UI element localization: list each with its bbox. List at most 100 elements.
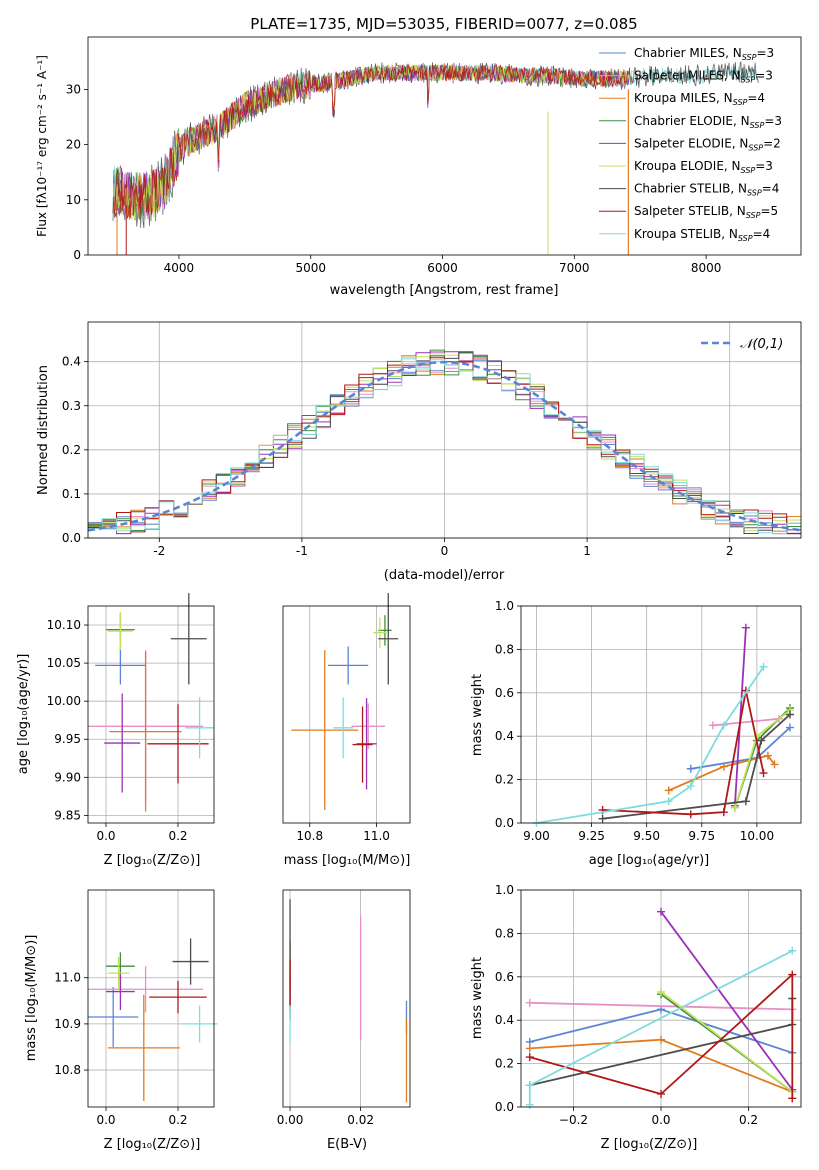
x-tick-label: 10.00 (740, 829, 774, 843)
y-tick-label: 0.2 (62, 443, 81, 457)
mass-vs-ebv-xlabel: E(B-V) (327, 1137, 367, 1152)
axes-frame (520, 605, 802, 824)
x-tick-label: 4000 (164, 261, 195, 275)
weight-line (529, 1001, 793, 1011)
weight-marker (788, 970, 797, 979)
weight-vs-age-ylabel: mass weight (470, 674, 485, 756)
x-tick-label: 0.0 (96, 829, 115, 843)
x-tick-label: 9.75 (688, 829, 715, 843)
x-tick-label: 0.02 (347, 1113, 374, 1127)
weight-marker (741, 623, 750, 632)
x-tick-label: 0.00 (277, 1113, 304, 1127)
axes-frame (87, 321, 802, 539)
y-tick-label: 10.00 (47, 694, 81, 708)
spectrum-xlabel: wavelength [Angstrom, rest frame] (330, 283, 559, 298)
y-tick-label: 10.8 (54, 1063, 81, 1077)
residual-ylabel: Normed distribution (36, 365, 51, 495)
age-vs-z-ylabel: age [log₁₀(age/yr)] (16, 654, 31, 775)
age-vs-z-panel: Z [log₁₀(Z/Z⊙)] age [log₁₀(age/yr)] 0.0 0… (16, 593, 215, 868)
legend-entry: Kroupa MILES, NSSP=4 (634, 91, 765, 107)
legend-entry: Salpeter ELODIE, NSSP=2 (634, 136, 781, 152)
y-tick-label: 9.85 (54, 808, 81, 822)
weight-marker (657, 987, 665, 996)
weight-line (660, 911, 794, 1091)
x-tick-label: 0.0 (96, 1113, 115, 1127)
x-tick-label: 6000 (427, 261, 458, 275)
residual-panel: (data-model)/error Normed distribution -… (36, 321, 802, 583)
y-tick-label: 0.6 (495, 970, 514, 984)
y-tick-label: 0.1 (62, 487, 81, 501)
axes-frame (282, 605, 411, 824)
mass-vs-z-panel: Z [log₁₀(Z/Z⊙)] mass [log₁₀(M/M⊙)] 0.0 0.… (24, 889, 218, 1152)
x-tick-label: 0.2 (168, 1113, 187, 1127)
axes-frame (87, 889, 215, 1108)
x-tick-label: 5000 (295, 261, 326, 275)
y-tick-label: 1.0 (495, 599, 514, 613)
x-tick-label: 9.25 (578, 829, 605, 843)
weight-marker (785, 710, 794, 719)
weight-marker (525, 998, 534, 1007)
weight-marker (525, 1081, 534, 1090)
weight-vs-z-panel: Z [log₁₀(Z/Z⊙)] mass weight −0.2 0.0 0.2 0.… (470, 883, 802, 1152)
weight-marker (788, 1094, 797, 1103)
weight-marker (686, 810, 695, 819)
y-tick-label: 0.2 (495, 1057, 514, 1071)
x-tick-label: 0.2 (168, 829, 187, 843)
weight-marker (719, 762, 728, 771)
legend-entry: Kroupa STELIB, NSSP=4 (634, 227, 770, 243)
y-tick-label: 0.6 (495, 686, 514, 700)
weight-marker (657, 1089, 665, 1098)
normal-curve (87, 360, 802, 532)
x-tick-label: 1 (583, 544, 591, 558)
mass-vs-z-ylabel: mass [log₁₀(M/M⊙)] (24, 935, 39, 1062)
weight-marker (785, 723, 794, 732)
y-tick-label: 9.95 (54, 732, 81, 746)
weight-marker (719, 721, 728, 730)
residual-xlabel: (data-model)/error (384, 568, 505, 583)
x-tick-label: 10.8 (296, 829, 323, 843)
weight-marker (686, 782, 695, 791)
y-tick-label: 0.3 (62, 399, 81, 413)
y-tick-label: 0.2 (495, 773, 514, 787)
y-tick-label: 10.05 (47, 656, 81, 670)
histogram-series (88, 351, 801, 535)
spectrum-line (112, 63, 630, 220)
y-tick-label: 0.8 (495, 926, 514, 940)
mass-vs-z-xlabel: Z [log₁₀(Z/Z⊙)] (104, 1137, 201, 1152)
x-tick-label: 2 (726, 544, 734, 558)
y-tick-label: 20 (66, 138, 81, 152)
legend-entry: Salpeter MILES, NSSP=3 (634, 69, 773, 85)
spectrum-line (112, 64, 630, 221)
weight-marker (598, 814, 607, 823)
age-vs-mass-xlabel: mass [log₁₀(M/M⊙)] (284, 853, 411, 868)
legend-entry: Chabrier MILES, NSSP=3 (634, 46, 774, 62)
weight-marker (770, 760, 779, 769)
y-tick-label: 0.0 (495, 1100, 514, 1114)
x-tick-label: −0.2 (559, 1113, 588, 1127)
weight-line (529, 972, 794, 1099)
legend-entry: Chabrier ELODIE, NSSP=3 (634, 114, 782, 130)
x-tick-label: 9.50 (633, 829, 660, 843)
y-tick-label: 0.0 (62, 531, 81, 545)
histogram-series (88, 353, 801, 532)
axes-frame (87, 605, 215, 824)
spectrum-title: PLATE=1735, MJD=53035, FIBERID=0077, z=0… (250, 15, 637, 33)
x-tick-label: 8000 (691, 261, 722, 275)
y-tick-label: 10.9 (54, 1017, 81, 1031)
weight-vs-z-ylabel: mass weight (470, 957, 485, 1039)
x-tick-label: 0.2 (739, 1113, 758, 1127)
age-vs-mass-panel: mass [log₁₀(M/M⊙)] 10.8 11.0 (282, 593, 411, 868)
weight-marker (708, 721, 717, 730)
weight-marker (525, 1044, 534, 1053)
weight-marker (759, 769, 768, 778)
weight-marker (759, 662, 768, 671)
mass-vs-ebv-panel: E(B-V) 0.00 0.02 (277, 889, 411, 1152)
spectrum-line (112, 63, 630, 221)
spectrum-panel: PLATE=1735, MJD=53035, FIBERID=0077, z=0… (35, 15, 802, 298)
y-tick-label: 0.4 (495, 729, 514, 743)
spectrum-ylabel: Flux [fλ10⁻¹⁷ erg cm⁻² s⁻¹ A⁻¹] (35, 55, 49, 237)
weight-marker (657, 907, 665, 916)
weight-vs-age-xlabel: age [log₁₀(age/yr)] (589, 853, 710, 868)
weight-marker (664, 797, 673, 806)
legend-entry: Chabrier STELIB, NSSP=4 (634, 182, 779, 198)
